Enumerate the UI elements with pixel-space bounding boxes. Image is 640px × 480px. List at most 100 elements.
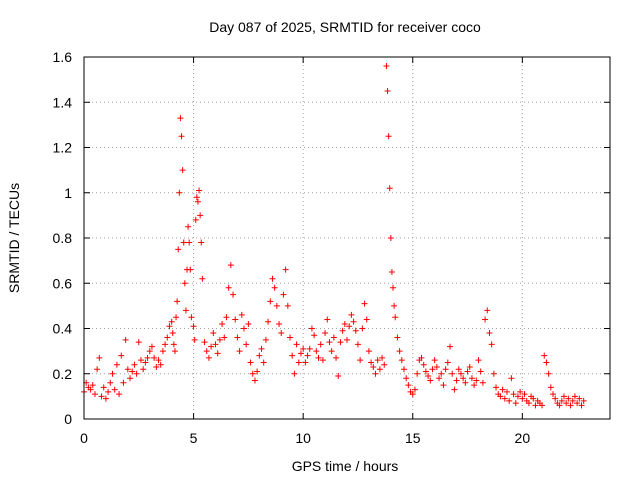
data-point (89, 382, 96, 389)
axis-ticks: 0 0.2 0.4 0.6 0.8 1 1.2 1.4 1.6 0 5 10 15 20 (53, 49, 610, 446)
data-point (107, 379, 114, 386)
data-point (565, 395, 572, 402)
data-point (539, 402, 546, 409)
data-point (251, 377, 258, 384)
data-point (365, 348, 372, 355)
data-point (258, 345, 265, 352)
data-point (293, 341, 300, 348)
data-point (388, 268, 395, 275)
data-point (354, 341, 361, 348)
data-point (249, 370, 256, 377)
data-point (304, 352, 311, 359)
data-point (335, 373, 342, 380)
data-point (346, 323, 353, 330)
data-point (168, 318, 175, 325)
data-point (580, 397, 587, 404)
data-point (175, 246, 182, 253)
data-point (219, 320, 226, 327)
data-point (196, 187, 203, 194)
data-point (569, 397, 576, 404)
data-point (116, 391, 123, 398)
data-point (386, 185, 393, 192)
data-point (140, 366, 147, 373)
data-point (438, 370, 445, 377)
data-point (198, 239, 205, 246)
data-point (396, 348, 403, 355)
y-tick-label: 1.2 (53, 140, 73, 156)
data-point (225, 284, 232, 291)
data-point (295, 359, 302, 366)
data-point (276, 320, 283, 327)
y-tick-label: 1.4 (53, 94, 73, 110)
data-point (185, 223, 192, 230)
data-point (315, 354, 322, 361)
data-point (550, 391, 557, 398)
data-point (322, 330, 329, 337)
data-point (280, 291, 287, 298)
data-point (120, 379, 127, 386)
data-point (357, 357, 364, 364)
y-tick-label: 1 (64, 185, 72, 201)
data-point (214, 350, 221, 357)
data-point (159, 348, 166, 355)
y-axis-label: SRMTID / TECUs (6, 183, 22, 293)
x-tick-label: 20 (515, 430, 531, 446)
data-point (468, 375, 475, 382)
data-point (245, 320, 252, 327)
data-point (201, 339, 208, 346)
data-point (212, 341, 219, 348)
data-point (227, 262, 234, 269)
data-point (530, 395, 537, 402)
data-point (197, 212, 204, 219)
data-point (180, 239, 187, 246)
data-point (486, 330, 493, 337)
data-point (223, 314, 230, 321)
data-point (392, 314, 399, 321)
data-point (385, 133, 392, 140)
data-point (199, 275, 206, 282)
data-point (571, 393, 578, 400)
data-point (269, 275, 276, 282)
data-point (171, 348, 178, 355)
y-tick-label: 0.2 (53, 366, 73, 382)
data-point (208, 343, 215, 350)
data-point (324, 316, 331, 323)
data-point (508, 375, 515, 382)
data-point (284, 302, 291, 309)
data-point (398, 357, 405, 364)
data-point (131, 361, 138, 368)
data-point (420, 361, 427, 368)
data-point (182, 307, 189, 314)
data-point (547, 384, 554, 391)
data-point (137, 357, 144, 364)
data-point (339, 327, 346, 334)
data-point (363, 316, 370, 323)
data-point (541, 352, 548, 359)
x-axis-label: GPS time / hours (292, 458, 399, 474)
data-point (194, 198, 201, 205)
data-point (344, 336, 350, 343)
data-point (328, 348, 335, 355)
y-tick-label: 0 (64, 411, 72, 427)
data-point (317, 341, 324, 348)
data-point (552, 395, 559, 402)
y-tick-label: 1.6 (53, 49, 73, 65)
data-point (400, 366, 407, 373)
data-point (169, 330, 176, 337)
data-point (333, 354, 340, 361)
data-point (556, 402, 563, 409)
data-point (444, 359, 451, 366)
data-point (144, 354, 151, 361)
data-point (187, 266, 194, 273)
data-point (232, 316, 239, 323)
data-point (433, 363, 440, 370)
data-point (94, 366, 101, 373)
data-point (133, 370, 140, 377)
data-point (142, 359, 149, 366)
data-point (162, 341, 169, 348)
data-point (271, 284, 278, 291)
data-point (173, 314, 180, 321)
data-point (174, 298, 181, 305)
data-point (427, 377, 434, 384)
